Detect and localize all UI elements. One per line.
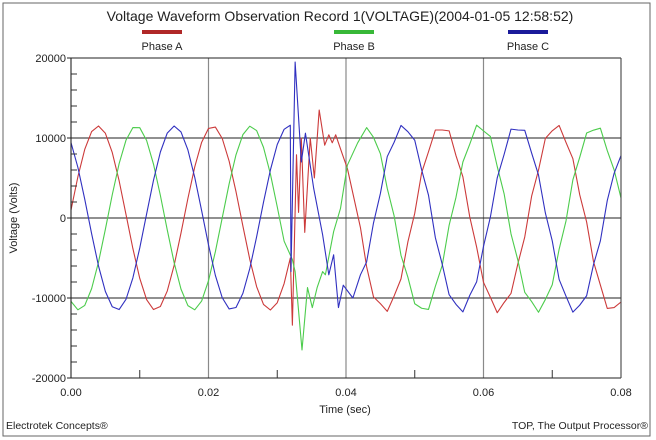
series-line-phase-a [70, 109, 622, 326]
y-tick-label: 0 [60, 213, 66, 225]
legend-label: Phase A [142, 41, 184, 53]
x-tick-label: 0.00 [60, 387, 81, 399]
legend-swatch [334, 30, 374, 34]
y-axis-label: Voltage (Volts) [8, 183, 20, 254]
chart-title: Voltage Waveform Observation Record 1(VO… [107, 8, 574, 24]
series-line-phase-c [70, 61, 622, 313]
x-axis-label: Time (sec) [319, 404, 371, 416]
x-tick-label: 0.02 [198, 387, 219, 399]
y-tick-label: 10000 [35, 133, 66, 145]
x-tick-label: 0.08 [610, 387, 631, 399]
y-tick-label: 20000 [35, 53, 66, 65]
legend: Phase A Phase B Phase C [142, 30, 549, 53]
legend-label: Phase B [333, 41, 375, 53]
legend-swatch [508, 30, 548, 34]
footer-right: TOP, The Output Processor® [512, 420, 648, 432]
series-group [70, 61, 622, 351]
grid [67, 57, 621, 379]
x-tick-label: 0.04 [335, 387, 356, 399]
series-line-phase-b [70, 124, 622, 351]
axes: 0.00 0.02 0.04 0.06 0.08 20000 10000 0 -10000 -20… [32, 53, 632, 399]
chart-frame [2, 2, 651, 437]
x-tick-label: 0.06 [473, 387, 494, 399]
footer-left: Electrotek Concepts® [6, 420, 108, 432]
y-tick-label: -10000 [32, 293, 66, 305]
legend-label: Phase C [507, 41, 549, 53]
y-tick-label: -20000 [32, 373, 66, 385]
legend-swatch [142, 30, 182, 34]
